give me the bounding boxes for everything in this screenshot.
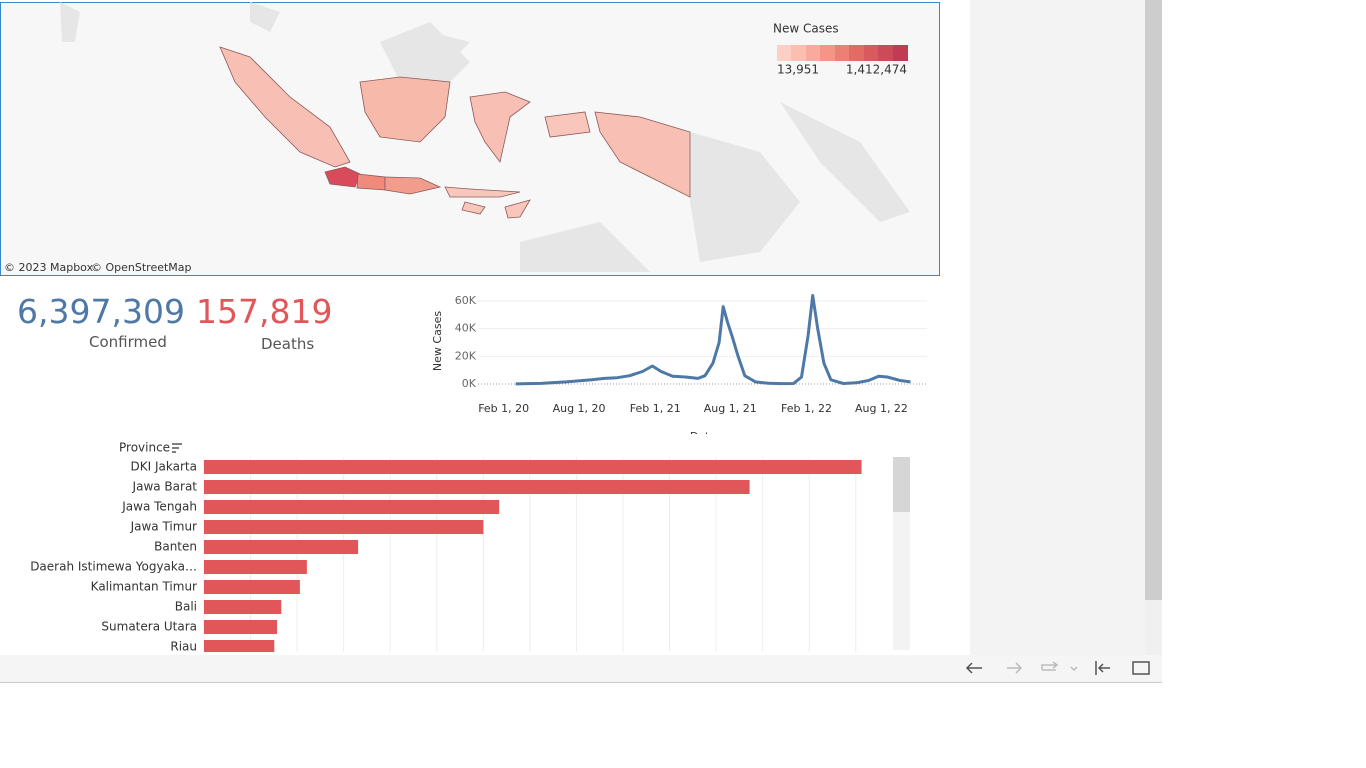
legend-title: New Cases xyxy=(773,22,839,36)
side-panel xyxy=(970,0,1145,655)
reset-button[interactable] xyxy=(1095,661,1110,675)
scroll-thumb[interactable] xyxy=(893,457,910,512)
toolbar-icons xyxy=(965,661,1150,675)
category-label: Jawa Tengah xyxy=(121,500,197,514)
category-label: Sumatera Utara xyxy=(101,620,197,634)
revert-dropdown[interactable] xyxy=(1070,666,1078,672)
bar xyxy=(204,460,862,474)
category-label: Jawa Timur xyxy=(130,520,197,534)
deaths-label: Deaths xyxy=(261,335,315,353)
attribution-osm[interactable]: © OpenStreetMap xyxy=(91,261,192,274)
x-tick-label: Aug 1, 20 xyxy=(553,402,606,415)
bar xyxy=(204,540,359,554)
y-tick-label: 0K xyxy=(462,377,477,390)
undo-button[interactable] xyxy=(965,662,982,674)
bar xyxy=(204,600,282,614)
y-tick-label: 40K xyxy=(455,322,477,335)
bar xyxy=(204,520,484,534)
legend-scale xyxy=(777,45,908,61)
bar xyxy=(204,560,307,574)
sort-icon xyxy=(172,443,182,453)
scroll-thumb[interactable] xyxy=(1145,0,1162,600)
category-label: Daerah Istimewa Yogyaka… xyxy=(30,560,197,574)
deaths-value: 157,819 xyxy=(196,292,333,331)
legend-max: 1,412,474 xyxy=(846,63,907,77)
category-label: Jawa Barat xyxy=(132,480,198,494)
x-tick-label: Aug 1, 22 xyxy=(855,402,908,415)
bar xyxy=(204,500,500,514)
x-tick-label: Aug 1, 21 xyxy=(704,402,757,415)
toolbar xyxy=(0,655,1162,683)
y-axis-header: Province xyxy=(119,441,170,455)
y-tick-label: 20K xyxy=(455,349,477,362)
line-series xyxy=(515,294,911,386)
bar xyxy=(204,640,275,652)
bar-chart: Province DKI Jakarta Jawa Barat Jawa Tengah… xyxy=(30,441,910,653)
y-axis-title: New Cases xyxy=(431,311,444,371)
bar xyxy=(204,620,278,634)
category-label: Riau xyxy=(170,640,197,653)
x-axis-title: Date xyxy=(690,430,717,434)
line-chart: 0K 20K 40K 60K Feb 1, 20 Aug 1, 20 Feb 1, 21 Au… xyxy=(431,294,927,434)
x-tick-label: Feb 1, 22 xyxy=(781,402,832,415)
confirmed-value: 6,397,309 xyxy=(17,292,185,331)
fullscreen-button[interactable] xyxy=(1132,661,1150,675)
x-tick-label: Feb 1, 21 xyxy=(630,402,681,415)
category-label: Bali xyxy=(175,600,197,614)
category-label: Banten xyxy=(154,540,197,554)
bar xyxy=(204,580,300,594)
legend-min: 13,951 xyxy=(777,63,819,77)
redo-button[interactable] xyxy=(1007,662,1023,674)
confirmed-label: Confirmed xyxy=(89,333,167,351)
attribution-mapbox[interactable]: © 2023 Mapbox xyxy=(4,261,94,274)
basemap-land xyxy=(60,2,910,272)
y-tick-label: 60K xyxy=(455,294,477,307)
bar xyxy=(204,480,750,494)
x-tick-label: Feb 1, 20 xyxy=(478,402,529,415)
category-label: Kalimantan Timur xyxy=(91,580,197,594)
category-label: DKI Jakarta xyxy=(131,460,197,474)
scroll-track xyxy=(1145,0,1162,655)
map: New Cases 13,951 1,412,474 © 2023 Mapbox… xyxy=(0,2,940,276)
revert-button[interactable] xyxy=(1041,661,1059,671)
provinces xyxy=(219,46,691,219)
